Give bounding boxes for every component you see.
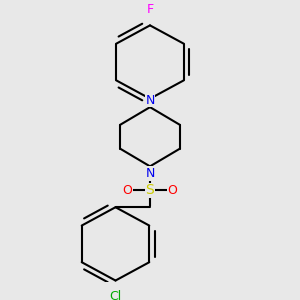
Text: O: O xyxy=(168,184,177,197)
Text: N: N xyxy=(145,167,155,180)
Text: N: N xyxy=(145,94,155,106)
Text: S: S xyxy=(146,183,154,197)
Text: Cl: Cl xyxy=(110,290,122,300)
Text: F: F xyxy=(146,3,154,16)
Text: O: O xyxy=(123,184,132,197)
